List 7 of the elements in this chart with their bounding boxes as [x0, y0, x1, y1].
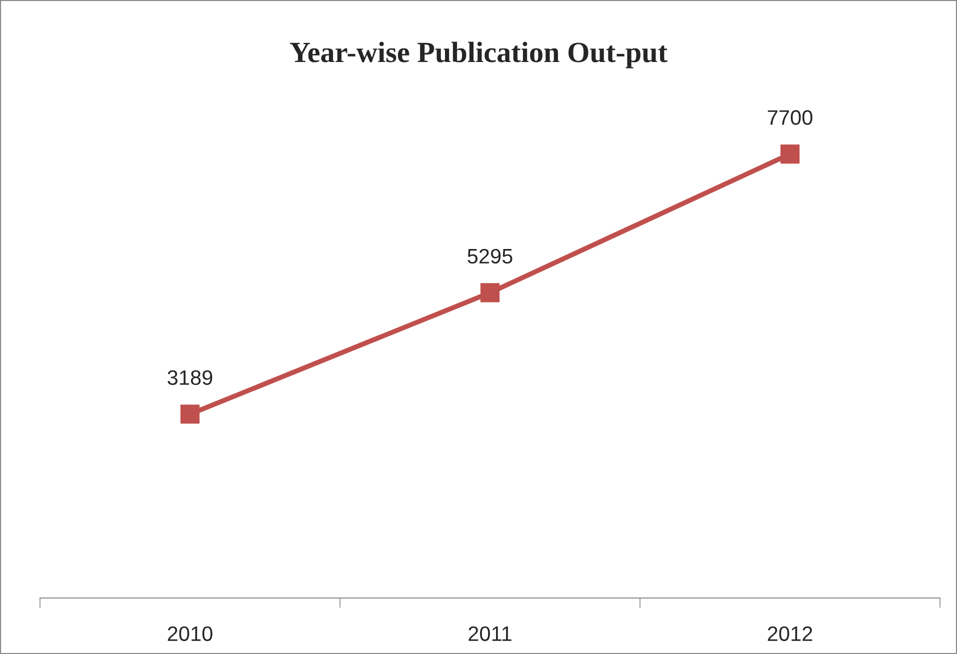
data-label: 3189: [168, 370, 212, 386]
data-label: 5295: [468, 248, 512, 264]
x-tick-label: 2012: [768, 626, 812, 642]
x-tick-label: 2011: [468, 626, 512, 642]
chart-title: Year-wise Publication Out-put: [290, 42, 668, 68]
data-label: 7700: [768, 110, 812, 125]
x-tick-label: 2010: [168, 626, 212, 642]
